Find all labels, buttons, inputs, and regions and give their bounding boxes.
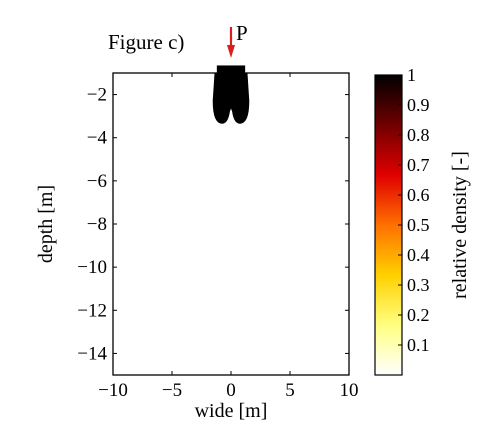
x-axis-ticks: −10 −5 0 5 10: [98, 73, 359, 401]
figure-title: Figure c): [108, 30, 184, 54]
load-label: P: [236, 21, 248, 45]
x-tick-label: 0: [226, 380, 236, 401]
colorbar: [374, 74, 403, 376]
colorbar-tick-label: 1: [407, 65, 416, 85]
x-tick-label: 5: [285, 380, 295, 401]
y-axis-ticks: −14 −12 −10 −8 −6 −4 −2: [77, 85, 349, 364]
footing: [216, 65, 246, 73]
colorbar-label: relative density [-]: [449, 151, 471, 299]
load-arrow-head: [227, 45, 235, 58]
densified-zone: [212, 73, 250, 124]
load-arrow: [227, 27, 235, 58]
y-tick-label: −12: [77, 300, 107, 321]
colorbar-tick-label: 0.1: [407, 335, 430, 355]
colorbar-tick-label: 0.9: [407, 95, 430, 115]
y-tick-label: −8: [87, 214, 107, 235]
colorbar-tick-label: 0.8: [407, 125, 430, 145]
y-tick-label: −10: [77, 257, 107, 278]
y-tick-label: −4: [87, 128, 108, 149]
densified-zone-layer: [212, 65, 250, 124]
x-tick-label: −10: [98, 380, 128, 401]
x-tick-label: 10: [340, 380, 359, 401]
colorbar-tick-label: 0.6: [407, 185, 430, 205]
y-axis-label: depth [m]: [35, 185, 57, 263]
colorbar-tick-label: 0.3: [407, 275, 430, 295]
x-axis-label: wide [m]: [195, 400, 268, 422]
colorbar-tick-label: 0.7: [407, 155, 430, 175]
plot-area: [113, 73, 349, 375]
colorbar-ticks: 0.1 0.2 0.3 0.4 0.5 0.6 0.7 0.8 0.9 1: [398, 65, 430, 355]
y-tick-label: −2: [87, 85, 107, 106]
colorbar-tick-label: 0.4: [407, 245, 430, 265]
x-tick-label: −5: [162, 380, 182, 401]
colorbar-tick-label: 0.5: [407, 215, 430, 235]
y-tick-label: −14: [77, 343, 107, 364]
y-tick-label: −6: [87, 171, 107, 192]
colorbar-tick-label: 0.2: [407, 305, 430, 325]
